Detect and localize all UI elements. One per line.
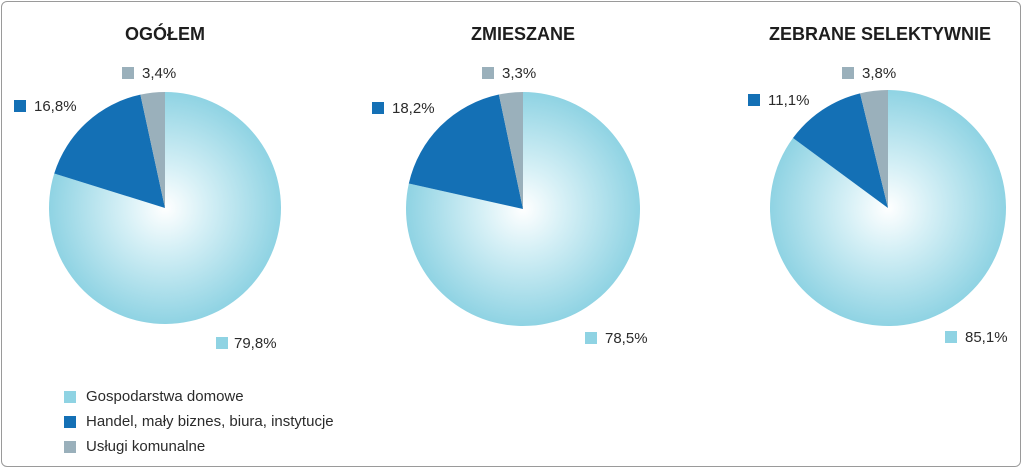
data-label: 11,1% (768, 92, 809, 109)
pie-chart-1: OGÓŁEM 79,8% 16,8% 3,4% (14, 23, 282, 352)
data-label: 3,4% (142, 65, 176, 82)
chart-title: ZMIESZANE (471, 24, 575, 44)
data-label-swatch (748, 94, 760, 106)
legend-swatch-municipal (64, 440, 76, 453)
legend-label: Usługi komunalne (86, 438, 206, 455)
legend-swatch-business (64, 415, 76, 428)
legend-item-households: Gospodarstwa domowe (64, 384, 334, 409)
pie-chart-2: ZMIESZANE 78,5% 18,2% 3,3% (372, 24, 648, 347)
pie-slice-households (770, 90, 1007, 326)
legend-item-business: Handel, mały biznes, biura, instytucje (64, 409, 334, 434)
data-label: 85,1% (965, 329, 1008, 346)
legend-label: Gospodarstwa domowe (86, 388, 244, 405)
data-label-swatch (482, 67, 494, 79)
chart-title: ZEBRANE SELEKTYWNIE (769, 24, 991, 44)
chart-title: OGÓŁEM (125, 23, 205, 44)
data-label-swatch (372, 102, 384, 114)
pie-slice-municipal (498, 92, 523, 209)
legend: Gospodarstwa domowe Handel, mały biznes,… (64, 384, 334, 459)
data-label-swatch (216, 337, 228, 349)
pie-chart-3: ZEBRANE SELEKTYWNIE 85,1% 11,1% 3,8% (748, 24, 1008, 346)
legend-swatch-households (64, 390, 76, 403)
data-label-swatch (945, 331, 957, 343)
data-label-swatch (585, 332, 597, 344)
data-label: 3,8% (862, 65, 896, 82)
legend-label: Handel, mały biznes, biura, instytucje (86, 413, 334, 430)
pie-slice-municipal (140, 92, 165, 208)
data-label-swatch (122, 67, 134, 79)
pie-slice-municipal (860, 90, 888, 208)
data-label: 16,8% (34, 98, 77, 115)
pie-slice-business (408, 94, 523, 209)
data-label: 18,2% (392, 100, 435, 117)
pie-slice-business (54, 94, 165, 208)
data-label-swatch (14, 100, 26, 112)
legend-item-municipal: Usługi komunalne (64, 434, 334, 459)
data-label: 78,5% (605, 330, 648, 347)
data-label-swatch (842, 67, 854, 79)
data-label: 3,3% (502, 65, 536, 82)
pie-slice-business (792, 93, 888, 208)
data-label: 79,8% (234, 335, 277, 352)
